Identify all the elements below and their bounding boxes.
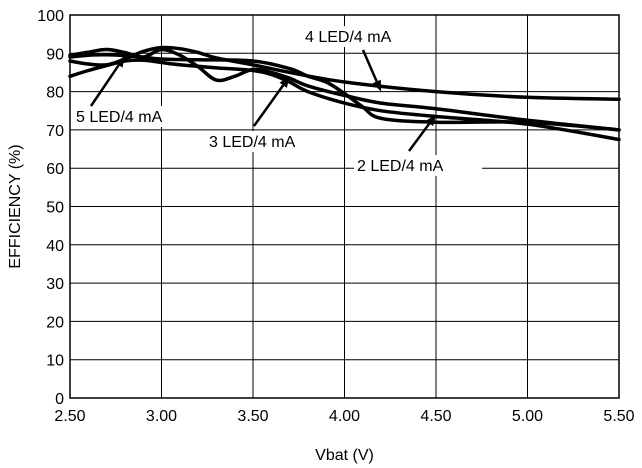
plot-frame bbox=[69, 14, 620, 399]
annotation-background bbox=[73, 106, 195, 127]
x-tick-label: 2.50 bbox=[54, 408, 85, 425]
x-tick-label: 3.50 bbox=[237, 408, 268, 425]
x-axis-label: Vbat (V) bbox=[315, 447, 374, 464]
y-tick-label: 70 bbox=[46, 123, 64, 140]
x-tick-label: 5.50 bbox=[603, 408, 634, 425]
annotation-leader-line bbox=[361, 49, 378, 83]
annotation-label: 4 LED/4 mA bbox=[305, 29, 392, 46]
series-annotations: 4 LED/4 mA 5 LED/4 mA 3 LED/4 mA 2 LED/4 mA bbox=[73, 26, 482, 176]
annotation-5-led-4-ma: 5 LED/4 mA bbox=[73, 55, 195, 127]
x-tick-label: 5.00 bbox=[512, 408, 543, 425]
annotation-label: 3 LED/4 mA bbox=[209, 134, 296, 151]
annotation-leader-line bbox=[89, 64, 120, 107]
y-tick-labels: 0 10 20 30 40 50 60 70 80 90 100 bbox=[37, 8, 64, 408]
arrowhead-icon bbox=[115, 55, 125, 68]
x-tick-label: 4.00 bbox=[329, 408, 360, 425]
annotation-background bbox=[206, 131, 324, 152]
y-tick-label: 10 bbox=[46, 353, 64, 370]
y-tick-label: 100 bbox=[37, 8, 64, 25]
annotation-label: 2 LED/4 mA bbox=[357, 158, 444, 175]
arrowhead-icon bbox=[372, 79, 382, 92]
annotation-4-led-4-ma: 4 LED/4 mA bbox=[302, 26, 430, 92]
annotation-leader-line bbox=[407, 122, 431, 152]
annotation-leader-line bbox=[252, 84, 285, 127]
x-tick-labels: 2.50 3.00 3.50 4.00 4.50 5.00 5.50 bbox=[54, 408, 634, 425]
y-tick-label: 40 bbox=[46, 238, 64, 255]
y-tick-label: 50 bbox=[46, 200, 64, 217]
annotation-label: 5 LED/4 mA bbox=[76, 109, 163, 126]
grid bbox=[69, 14, 620, 399]
series-line-5-led-4-ma bbox=[68, 47, 621, 132]
x-tick-label: 4.50 bbox=[420, 408, 451, 425]
arrowhead-icon bbox=[279, 76, 290, 88]
annotation-background bbox=[354, 155, 482, 176]
y-tick-label: 90 bbox=[46, 46, 64, 63]
y-tick-label: 20 bbox=[46, 314, 64, 331]
annotation-background bbox=[302, 26, 430, 47]
y-tick-label: 80 bbox=[46, 85, 64, 102]
series-line-3-led-4-ma bbox=[68, 58, 621, 142]
x-tick-label: 3.00 bbox=[146, 408, 177, 425]
arrowhead-icon bbox=[425, 114, 436, 127]
annotation-2-led-4-ma: 2 LED/4 mA bbox=[354, 114, 482, 176]
y-tick-label: 0 bbox=[55, 391, 64, 408]
annotation-3-led-4-ma: 3 LED/4 mA bbox=[206, 76, 324, 152]
y-tick-label: 30 bbox=[46, 276, 64, 293]
y-axis-label: EFFICIENCY (%) bbox=[7, 144, 24, 268]
y-tick-label: 60 bbox=[46, 161, 64, 178]
series-line-2-led-4-ma bbox=[68, 53, 621, 132]
series-lines bbox=[68, 45, 621, 142]
